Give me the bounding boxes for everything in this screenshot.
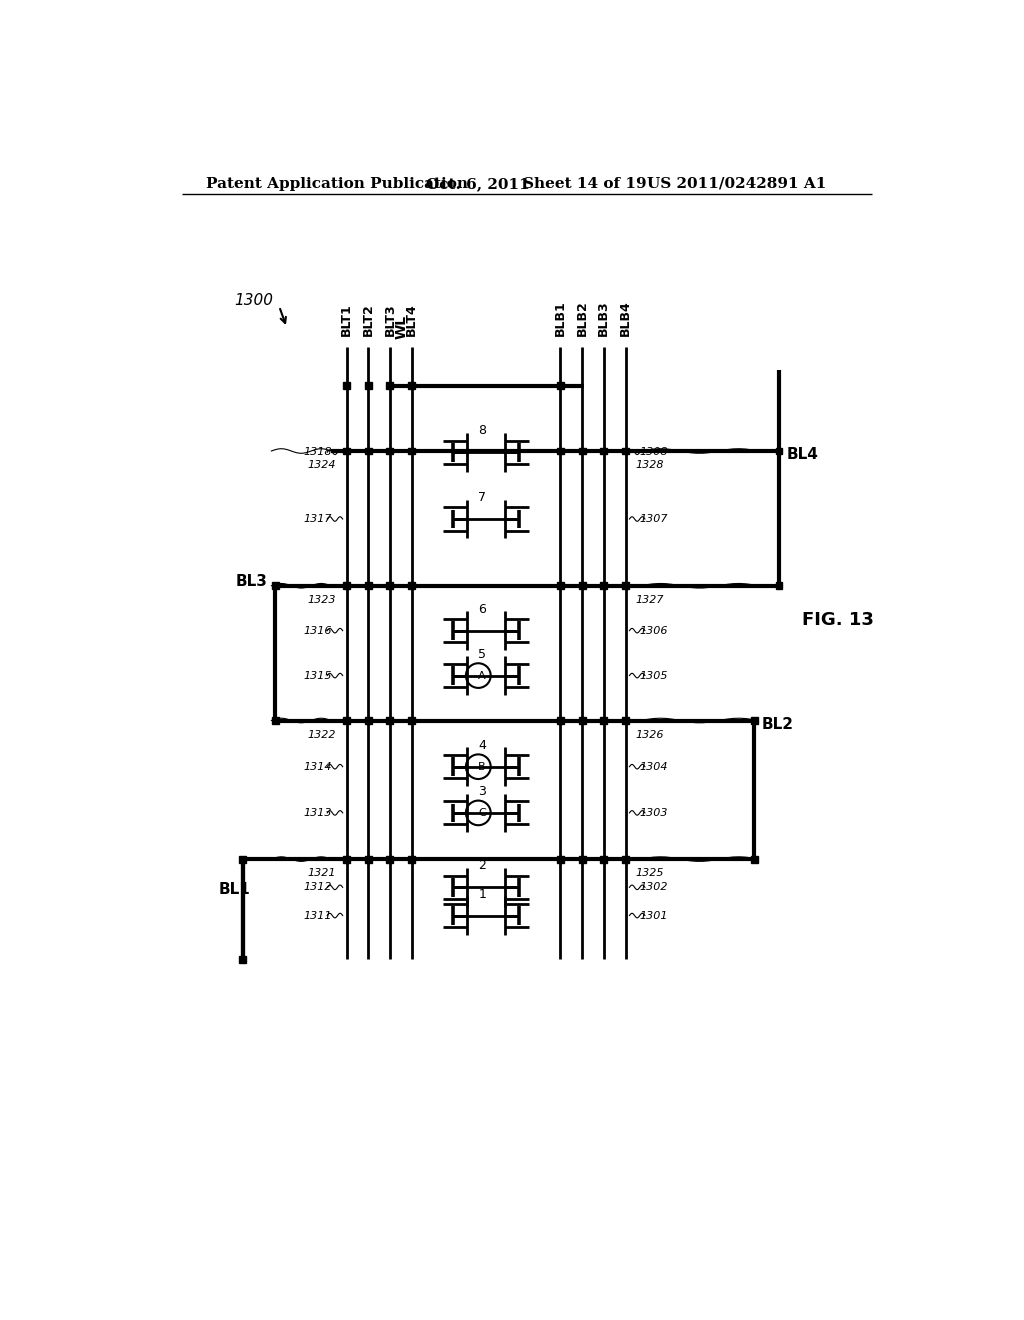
Text: 1322: 1322 bbox=[308, 730, 336, 739]
Bar bbox=[343, 447, 350, 454]
Bar bbox=[622, 717, 629, 723]
Bar bbox=[622, 855, 629, 862]
Text: 1312: 1312 bbox=[304, 882, 333, 892]
Bar bbox=[600, 582, 607, 589]
Bar bbox=[409, 717, 415, 723]
Text: 1311: 1311 bbox=[304, 911, 333, 920]
Bar bbox=[557, 381, 564, 389]
Text: 1316: 1316 bbox=[304, 626, 333, 636]
Text: 1324: 1324 bbox=[308, 461, 336, 470]
Bar bbox=[365, 381, 372, 389]
Text: 1308: 1308 bbox=[640, 447, 669, 457]
Bar bbox=[386, 447, 393, 454]
Text: 1326: 1326 bbox=[636, 730, 665, 739]
Bar bbox=[600, 717, 607, 723]
Text: 1: 1 bbox=[478, 887, 486, 900]
Text: BL1: BL1 bbox=[219, 882, 251, 898]
Text: Oct. 6, 2011: Oct. 6, 2011 bbox=[426, 177, 530, 191]
Text: 1306: 1306 bbox=[640, 626, 669, 636]
Text: Sheet 14 of 19: Sheet 14 of 19 bbox=[523, 177, 647, 191]
Bar bbox=[751, 717, 758, 723]
Text: BLT4: BLT4 bbox=[406, 302, 418, 335]
Text: 4: 4 bbox=[478, 739, 486, 751]
Text: BL2: BL2 bbox=[762, 717, 794, 731]
Text: 1302: 1302 bbox=[640, 882, 669, 892]
Text: Patent Application Publication: Patent Application Publication bbox=[206, 177, 468, 191]
Text: 1307: 1307 bbox=[640, 513, 669, 524]
Text: BLT1: BLT1 bbox=[340, 302, 353, 335]
Text: 1303: 1303 bbox=[640, 808, 669, 818]
Text: 8: 8 bbox=[478, 424, 486, 437]
Text: WL: WL bbox=[394, 315, 409, 339]
Text: 1305: 1305 bbox=[640, 671, 669, 681]
Text: 1328: 1328 bbox=[636, 461, 665, 470]
Text: 1304: 1304 bbox=[640, 762, 669, 772]
Text: B: B bbox=[478, 762, 486, 772]
Bar bbox=[386, 582, 393, 589]
Text: 5: 5 bbox=[478, 648, 486, 660]
Text: 1321: 1321 bbox=[308, 869, 336, 878]
Text: BLB3: BLB3 bbox=[597, 300, 610, 335]
Text: US 2011/0242891 A1: US 2011/0242891 A1 bbox=[647, 177, 826, 191]
Bar bbox=[579, 447, 586, 454]
Text: FIG. 13: FIG. 13 bbox=[802, 611, 874, 630]
Bar bbox=[240, 855, 246, 862]
Text: BL4: BL4 bbox=[786, 447, 818, 462]
Bar bbox=[600, 447, 607, 454]
Bar bbox=[343, 582, 350, 589]
Bar bbox=[409, 447, 415, 454]
Bar bbox=[409, 582, 415, 589]
Bar bbox=[386, 855, 393, 862]
Text: 1317: 1317 bbox=[304, 513, 333, 524]
Text: 3: 3 bbox=[478, 785, 486, 797]
Text: C: C bbox=[478, 808, 486, 818]
Text: BLB4: BLB4 bbox=[620, 300, 632, 335]
Text: 1314: 1314 bbox=[304, 762, 333, 772]
Text: 1323: 1323 bbox=[308, 595, 336, 605]
Bar bbox=[775, 447, 782, 454]
Bar bbox=[365, 447, 372, 454]
Bar bbox=[343, 381, 350, 389]
Text: 1300: 1300 bbox=[234, 293, 273, 309]
Bar bbox=[409, 381, 415, 389]
Text: 1301: 1301 bbox=[640, 911, 669, 920]
Bar bbox=[775, 582, 782, 589]
Text: A: A bbox=[478, 671, 486, 681]
Bar bbox=[343, 855, 350, 862]
Text: 7: 7 bbox=[478, 491, 486, 504]
Text: BLB1: BLB1 bbox=[554, 300, 567, 335]
Text: 1327: 1327 bbox=[636, 595, 665, 605]
Text: BLT2: BLT2 bbox=[361, 302, 375, 335]
Bar bbox=[622, 582, 629, 589]
Bar bbox=[557, 582, 564, 589]
Bar bbox=[600, 855, 607, 862]
Bar bbox=[365, 582, 372, 589]
Bar bbox=[557, 855, 564, 862]
Bar bbox=[271, 717, 279, 723]
Bar bbox=[409, 855, 415, 862]
Text: BL3: BL3 bbox=[237, 574, 268, 590]
Text: 6: 6 bbox=[478, 603, 486, 615]
Bar bbox=[365, 717, 372, 723]
Bar bbox=[386, 381, 393, 389]
Text: 1313: 1313 bbox=[304, 808, 333, 818]
Text: 2: 2 bbox=[478, 859, 486, 873]
Text: BLT3: BLT3 bbox=[383, 302, 396, 335]
Bar bbox=[622, 447, 629, 454]
Text: 1318: 1318 bbox=[304, 447, 333, 457]
Text: 1315: 1315 bbox=[304, 671, 333, 681]
Text: 1325: 1325 bbox=[636, 869, 665, 878]
Bar bbox=[557, 717, 564, 723]
Bar bbox=[240, 956, 246, 962]
Bar bbox=[343, 717, 350, 723]
Bar bbox=[557, 447, 564, 454]
Bar bbox=[579, 717, 586, 723]
Bar bbox=[365, 855, 372, 862]
Bar bbox=[386, 717, 393, 723]
Bar bbox=[579, 582, 586, 589]
Bar bbox=[751, 855, 758, 862]
Bar bbox=[579, 855, 586, 862]
Bar bbox=[271, 582, 279, 589]
Text: BLB2: BLB2 bbox=[575, 300, 589, 335]
